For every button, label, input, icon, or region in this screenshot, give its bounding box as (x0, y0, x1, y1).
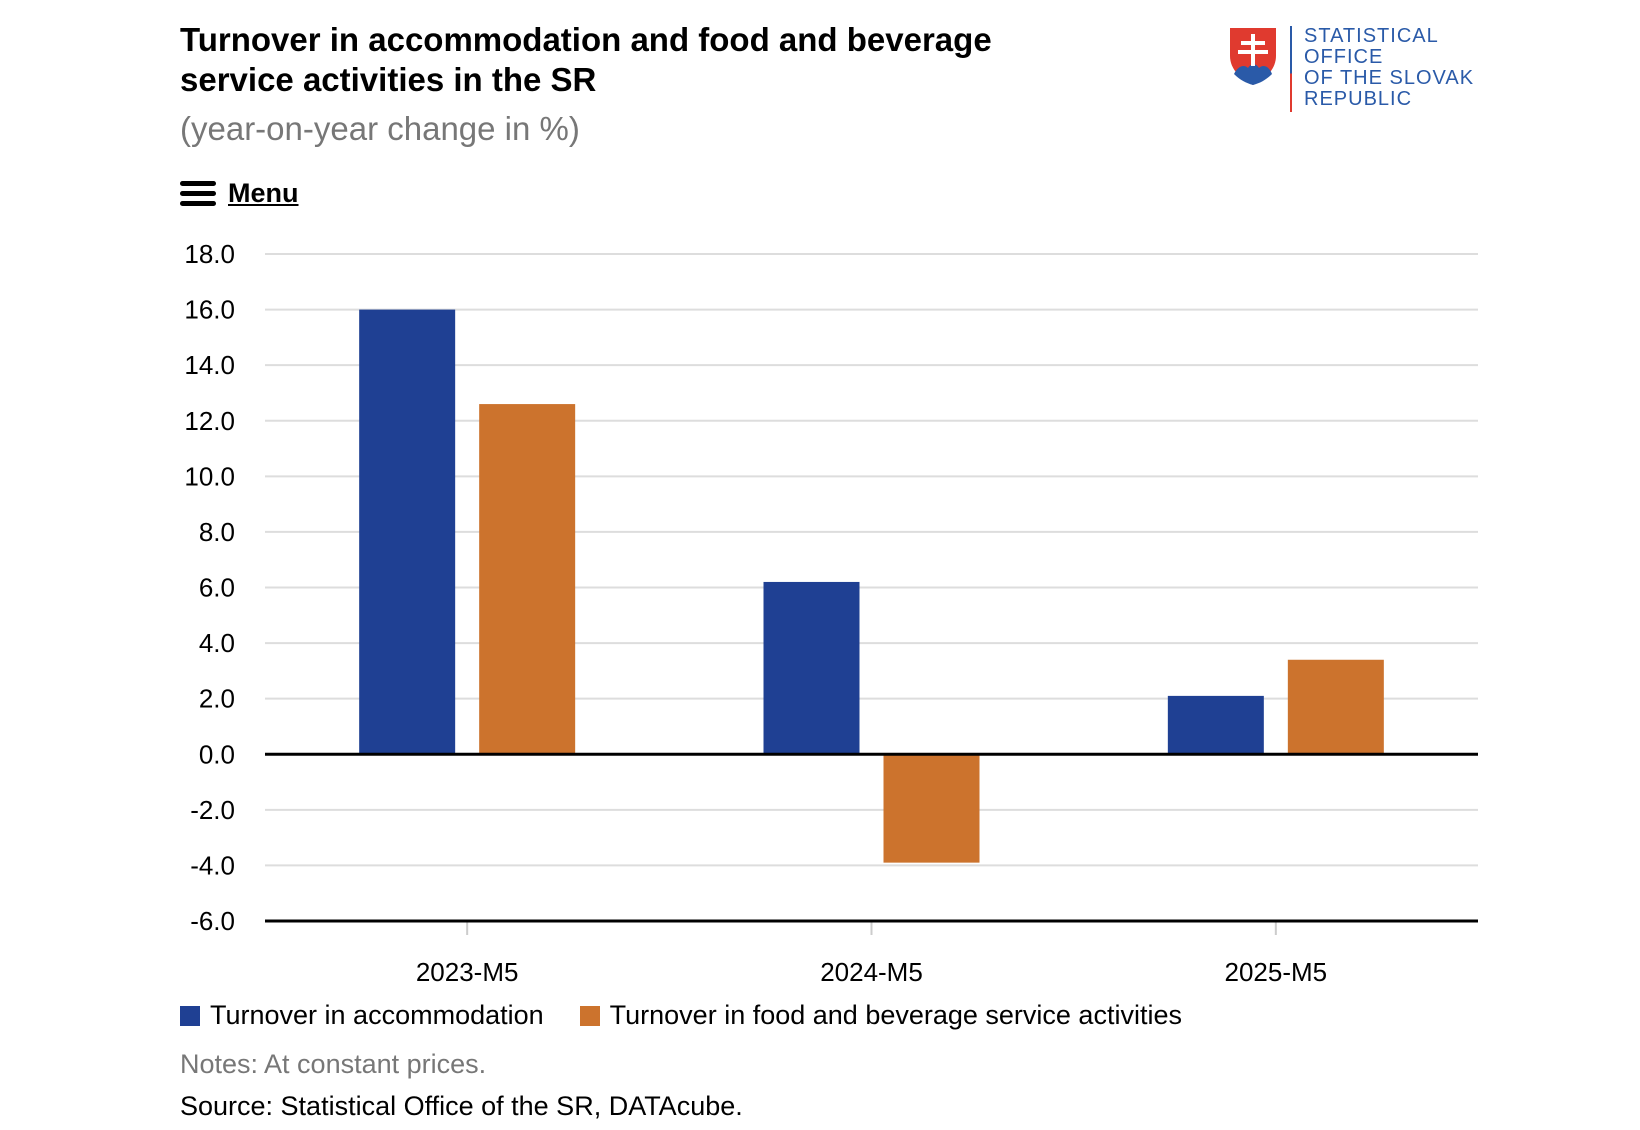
chart-source: Source: Statistical Office of the SR, DA… (180, 1091, 743, 1121)
bar (763, 581, 860, 755)
y-tick-label: 14.0 (184, 350, 235, 380)
slovak-coat-of-arms-icon (1230, 28, 1276, 85)
chart-subtitle: (year-on-year change in %) (180, 110, 580, 147)
y-tick-label: 2.0 (199, 684, 235, 714)
bar (1287, 659, 1384, 755)
legend-label-food-beverage: Turnover in food and beverage service ac… (609, 1000, 1182, 1030)
chart-legend: Turnover in accommodation Turnover in fo… (180, 1000, 1218, 1031)
x-tick-label: 2025-M5 (1225, 957, 1328, 987)
statistical-office-logo[interactable]: STATISTICAL OFFICE OF THE SLOVAK REPUBLI… (1228, 26, 1488, 116)
legend-label-accommodation: Turnover in accommodation (210, 1000, 544, 1030)
logo-text: STATISTICAL OFFICE OF THE SLOVAK REPUBLI… (1304, 26, 1474, 110)
logo-line: OF THE SLOVAK (1304, 67, 1475, 89)
bar (359, 309, 456, 755)
bar (479, 404, 576, 755)
logo-divider (1290, 26, 1292, 112)
bar-chart: 18.0 16.0 14.0 12.0 10.0 8.0 6.0 4.0 2.0 0.0 -2.0 -… (184, 239, 1478, 987)
legend-swatch-accommodation (180, 1005, 200, 1026)
chart-title: Turnover in accommodation and food and b… (180, 21, 992, 98)
logo-line: STATISTICAL (1304, 25, 1439, 47)
x-tick-label: 2024-M5 (820, 957, 923, 987)
y-tick-label: 16.0 (184, 295, 235, 325)
legend-swatch-food-beverage (579, 1005, 600, 1026)
y-tick-label: 10.0 (184, 461, 235, 491)
legend-item-accommodation[interactable]: Turnover in accommodation (180, 1000, 544, 1031)
y-tick-label: 18.0 (184, 239, 235, 269)
y-tick-label: 8.0 (199, 517, 235, 547)
x-tick-label: 2023-M5 (416, 957, 519, 987)
legend-item-food-beverage[interactable]: Turnover in food and beverage service ac… (579, 1000, 1182, 1031)
y-tick-label: 6.0 (199, 573, 235, 603)
menu-button[interactable]: Menu (180, 178, 299, 209)
y-tick-label: -6.0 (190, 906, 235, 936)
chart-notes: Notes: At constant prices. (180, 1049, 487, 1079)
hamburger-icon (180, 180, 216, 207)
y-tick-label: 4.0 (199, 628, 235, 658)
logo-line: REPUBLIC (1304, 88, 1413, 110)
y-tick-label: -2.0 (190, 795, 235, 825)
menu-label: Menu (228, 178, 299, 208)
y-tick-label: 12.0 (184, 406, 235, 436)
y-tick-label: -4.0 (190, 850, 235, 880)
y-tick-label: 0.0 (199, 739, 235, 769)
logo-line: OFFICE (1304, 46, 1384, 68)
bar (1167, 695, 1264, 755)
bar (883, 754, 980, 863)
